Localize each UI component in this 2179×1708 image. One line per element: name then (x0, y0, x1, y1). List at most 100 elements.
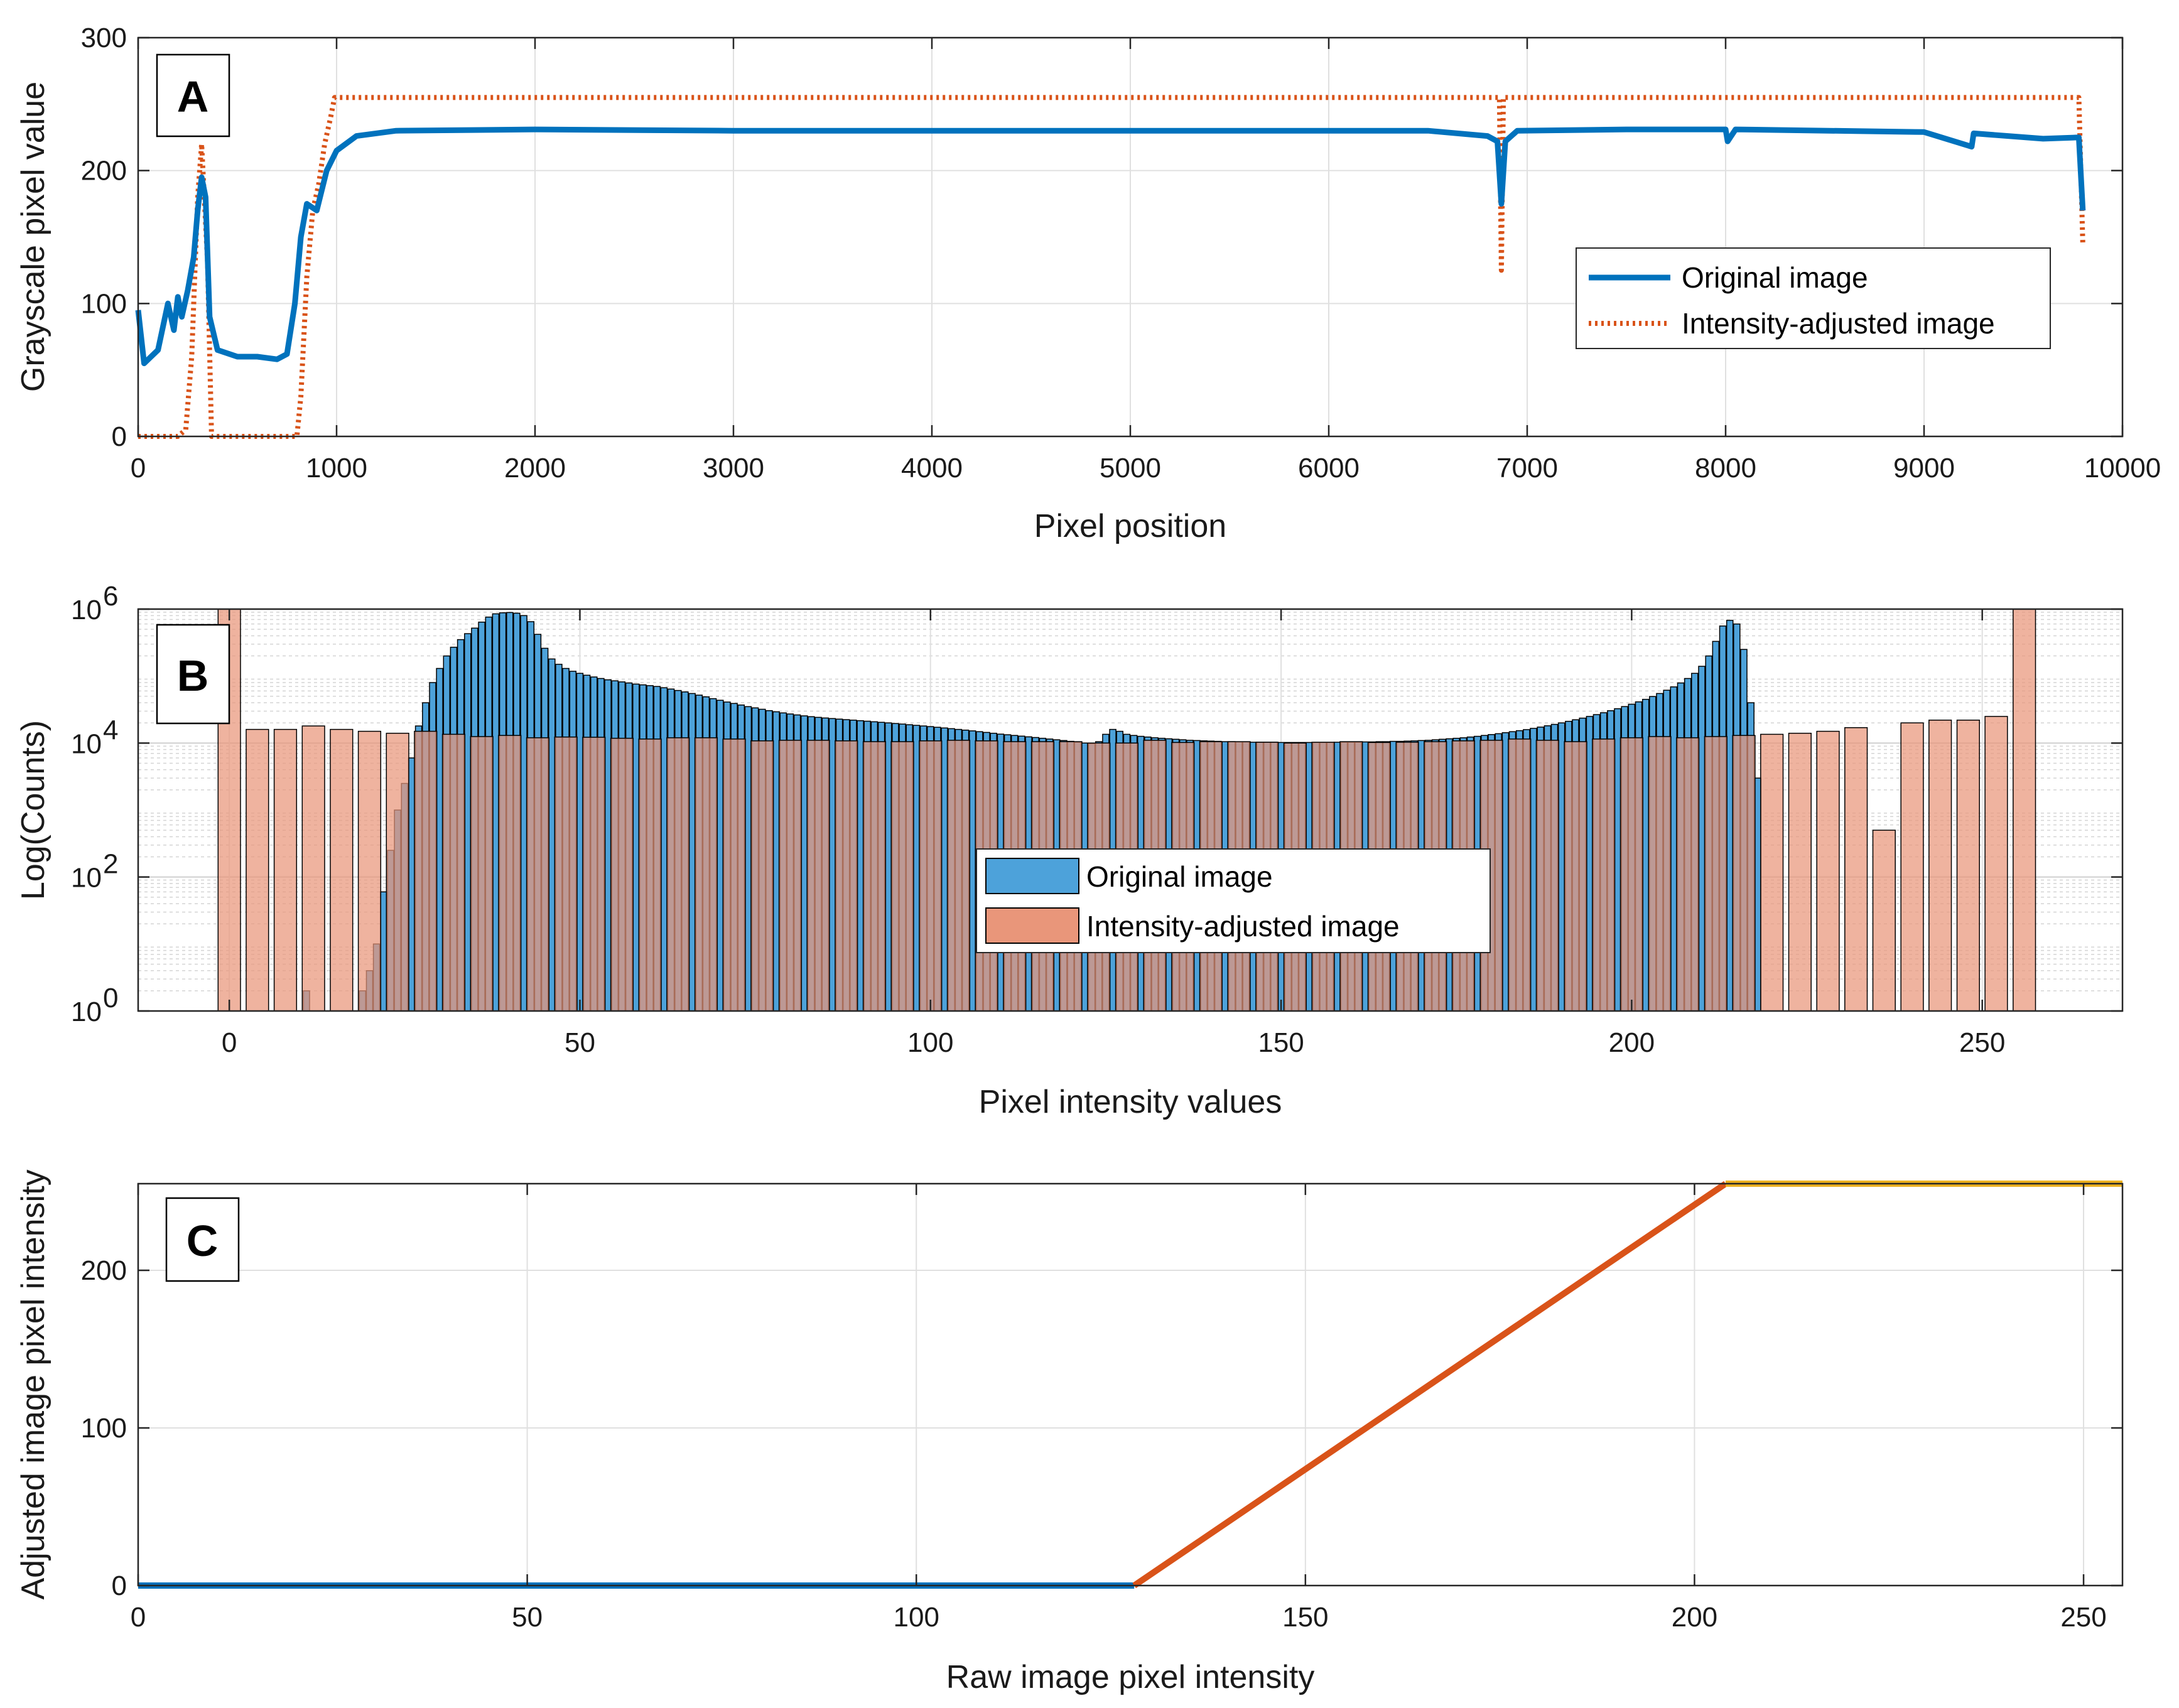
panel-b-bar-adjusted (414, 730, 438, 1012)
panel-b-legend-label-adjusted: Intensity-adjusted image (1086, 910, 1400, 943)
panel-c-x-tick-label: 150 (1282, 1602, 1328, 1633)
panel-c-y-axis-label: Adjusted image pixel intensity (15, 1169, 51, 1599)
panel-b-legend: Original image Intensity-adjusted image (976, 848, 1491, 953)
panel-b-bar-adjusted (330, 728, 354, 1012)
panel-b-letter-box (156, 624, 230, 725)
panel-b-bar-original (801, 715, 808, 1012)
panel-b-x-ticks: 0 50 100 150 200 250 (222, 609, 2005, 1058)
panel-b-y-tick-exponent: 6 (103, 581, 118, 612)
panel-b-bar-adjusted (778, 740, 803, 1012)
panel-b-bar-adjusted (246, 728, 269, 1012)
panel-b-bar-original (857, 720, 864, 1012)
panel-b-bar-adjusted (1508, 738, 1532, 1012)
panel-b-bar-original (408, 757, 416, 1012)
panel-b-legend-swatch-original (985, 858, 1079, 894)
panel-b-bar-original (1501, 732, 1510, 1012)
panel-c-x-tick-label: 50 (512, 1602, 543, 1633)
panel-a-x-ticks: 0 1000 2000 3000 4000 5000 6000 7000 8000 9000 100… (131, 38, 2161, 484)
panel-b-bar-original (548, 658, 556, 1012)
panel-b-bar-original (716, 700, 724, 1012)
panel-a-x-tick-label: 2000 (504, 453, 566, 484)
panel-a-legend: Original image Intensity-adjusted image (1576, 247, 2051, 349)
panel-b-bar-original (1698, 666, 1706, 1012)
panel-b-legend-label-original: Original image (1086, 860, 1273, 893)
panel-b-bar-original (688, 693, 696, 1012)
panel-c-y-tick-label: 100 (81, 1413, 127, 1444)
panel-b-y-axis-label: Log(Counts) (15, 720, 51, 900)
panel-b-bar-original (941, 727, 948, 1012)
panel-c-x-axis-label: Raw image pixel intensity (946, 1659, 1315, 1695)
panel-b-bar-original (380, 891, 387, 1012)
panel-b-bar-original (1586, 716, 1594, 1012)
panel-b-bar-original (1530, 728, 1537, 1012)
panel-b-bar-original (1557, 722, 1565, 1012)
panel-b-bar-adjusted (1928, 720, 1952, 1012)
panel-c-y-ticks: 0 100 200 (81, 1255, 2122, 1601)
panel-b-bar-adjusted (1704, 736, 1728, 1012)
panel-b-bar-original (1754, 777, 1762, 1012)
panel-c-series-ramp-line (1132, 1181, 1728, 1589)
panel-c-x-ticks: 0 50 100 150 200 250 (131, 1184, 2107, 1633)
panel-a-y-tick-label: 200 (81, 156, 127, 186)
panel-b-bar-adjusted (582, 737, 606, 1012)
panel-b-y-tick-exponent: 0 (103, 983, 118, 1013)
panel-c-plot-area (138, 1181, 2122, 1589)
panel-a-y-tick-label: 100 (81, 288, 127, 319)
panel-b-bar-original (520, 615, 527, 1012)
panel-b-bar-original (884, 722, 892, 1012)
panel-a-y-axis-label: Grayscale pixel value (15, 82, 51, 392)
panel-b-y-tick-base: 10 (71, 863, 102, 894)
panel-b-bar-original (968, 730, 976, 1012)
panel-a: 0 1000 2000 3000 4000 5000 6000 7000 8000 9000 100… (15, 23, 2161, 544)
panel-a-x-tick-label: 10000 (2084, 453, 2161, 484)
panel-b-bar-adjusted (835, 740, 858, 1012)
panel-a-x-tick-label: 9000 (1893, 453, 1955, 484)
panel-b-bar-adjusted (1564, 741, 1587, 1012)
panel-b-letter: B (177, 651, 209, 700)
panel-c-y-tick-label: 200 (81, 1255, 127, 1286)
panel-c-x-tick-label: 0 (131, 1602, 146, 1633)
panel-b-bar-adjusted (666, 737, 690, 1012)
panel-c-letter-box (165, 1197, 240, 1282)
panel-a-x-axis-label: Pixel position (1034, 508, 1226, 544)
panel-b-y-tick-base: 10 (71, 997, 102, 1027)
panel-c: 0 50 100 150 200 250 0 100 200 Raw image pixel … (15, 1169, 2124, 1695)
panel-b-bar-adjusted (273, 728, 298, 1012)
panel-a-x-tick-label: 0 (131, 453, 146, 484)
panel-a-series-original-line (135, 126, 2086, 367)
panel-b-x-tick-label: 50 (565, 1027, 595, 1058)
panel-b-bar-original (464, 633, 472, 1012)
panel-a-x-tick-label: 6000 (1298, 453, 1360, 484)
panel-b-bar-adjusted (638, 738, 662, 1012)
panel-b-bar-adjusted (2013, 608, 2036, 1012)
panel-b-axes-box (137, 608, 2124, 1012)
panel-b-bar-adjusted (806, 740, 830, 1012)
panel-c-x-tick-label: 250 (2060, 1602, 2106, 1633)
panel-b-bar-adjusted (498, 735, 522, 1012)
panel-a-y-tick-label: 300 (81, 23, 127, 53)
panel-c-letter: C (187, 1216, 219, 1265)
panel-b-bar-adjusted (1816, 730, 1840, 1012)
panel-b-x-tick-label: 100 (907, 1027, 953, 1058)
panel-b-x-tick-label: 150 (1258, 1027, 1304, 1058)
panel-b-bar-original (1726, 620, 1734, 1012)
panel-a-y-ticks: 0 100 200 300 (81, 23, 2122, 452)
panel-a-legend-label-original: Original image (1682, 261, 1868, 294)
panel-b-bar-original (604, 679, 612, 1012)
panel-b-bar-adjusted (1844, 727, 1868, 1012)
panel-b-bar-original (492, 613, 500, 1012)
panel-b-bar-original (436, 668, 443, 1012)
panel-b-bar-adjusted (1984, 716, 2008, 1012)
panel-b-bar-original (1670, 686, 1678, 1012)
panel-b-bar-adjusted (1760, 733, 1784, 1012)
panel-b-bar-adjusted (386, 732, 409, 1012)
panel-a-series-adjusted-line (138, 95, 2085, 439)
panel-b-bar-original (576, 673, 584, 1012)
panel-b-bar-adjusted (890, 741, 914, 1012)
panel-a-y-tick-label: 0 (112, 421, 127, 452)
panel-b-bar-adjusted (1648, 736, 1672, 1012)
panel-b-legend-swatch-adjusted (985, 907, 1079, 944)
